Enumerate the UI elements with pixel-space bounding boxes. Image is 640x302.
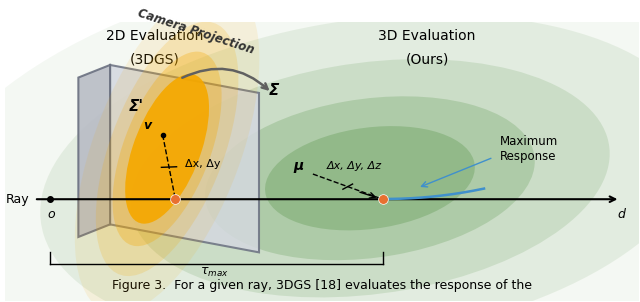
Text: v: v (143, 119, 151, 132)
Ellipse shape (75, 0, 259, 302)
Text: Δx, Δy, Δz: Δx, Δy, Δz (326, 161, 381, 171)
Ellipse shape (125, 74, 209, 224)
Text: Ray: Ray (6, 193, 29, 206)
Ellipse shape (265, 126, 475, 230)
Text: 3D Evaluation: 3D Evaluation (378, 29, 476, 43)
Text: Σ: Σ (269, 83, 279, 98)
Ellipse shape (113, 52, 221, 246)
Text: $\tau_{max}$: $\tau_{max}$ (200, 266, 229, 279)
Polygon shape (78, 65, 110, 237)
Ellipse shape (40, 14, 640, 302)
Text: (3DGS): (3DGS) (129, 52, 179, 66)
Ellipse shape (130, 59, 610, 297)
Text: Δx, Δy: Δx, Δy (185, 159, 220, 169)
Text: (Ours): (Ours) (405, 52, 449, 66)
Text: 2D Evaluation: 2D Evaluation (106, 29, 203, 43)
Ellipse shape (205, 96, 535, 260)
Text: d: d (617, 207, 625, 220)
Text: o: o (47, 207, 55, 220)
Text: μ: μ (293, 159, 303, 173)
Polygon shape (110, 65, 259, 252)
Text: Σ': Σ' (129, 99, 144, 114)
Text: Figure 3.  For a given ray, 3DGS [18] evaluates the response of the: Figure 3. For a given ray, 3DGS [18] eva… (113, 279, 532, 292)
Text: Camera Projection: Camera Projection (136, 7, 255, 56)
Text: Maximum
Response: Maximum Response (500, 135, 558, 163)
Ellipse shape (96, 22, 238, 276)
